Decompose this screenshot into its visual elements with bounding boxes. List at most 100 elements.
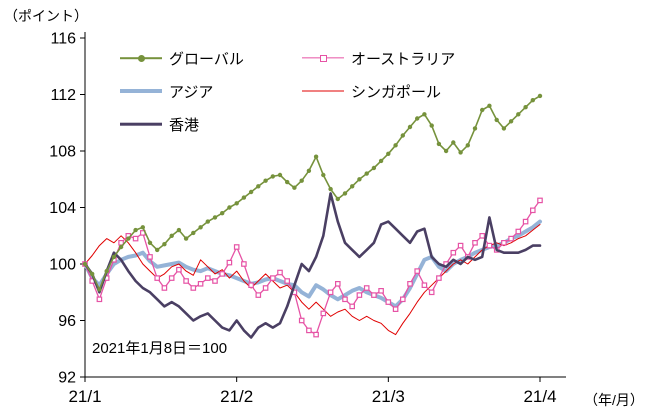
data-point [306, 168, 312, 173]
hongkong-line-icon [120, 118, 162, 130]
legend-item-singapore: シンガポール [302, 81, 512, 101]
data-point [220, 211, 225, 216]
data-point [407, 281, 413, 287]
legend-label-global: グローバル [169, 50, 244, 68]
data-point [472, 240, 478, 246]
y-axis-unit-label: （ポイント） [4, 8, 88, 24]
data-point [515, 228, 522, 235]
series-line-3 [84, 224, 541, 336]
data-point [393, 143, 398, 148]
data-point [537, 93, 543, 99]
data-point [219, 271, 226, 277]
series-line-0 [84, 95, 541, 291]
data-point [328, 186, 333, 192]
data-point [255, 292, 262, 298]
data-point [118, 244, 124, 250]
data-point [422, 112, 427, 117]
data-point [299, 178, 304, 183]
x-tick-label: 21/4 [523, 387, 556, 406]
data-point [133, 227, 138, 233]
legend-label-hongkong: 香港 [169, 116, 200, 134]
data-point [321, 172, 326, 178]
data-point [154, 275, 161, 281]
data-point [241, 261, 247, 267]
data-point [104, 268, 109, 274]
data-point [155, 247, 160, 253]
data-point [428, 289, 435, 296]
data-point [458, 150, 463, 155]
data-point [248, 189, 254, 195]
data-point [530, 98, 535, 103]
data-point [176, 227, 182, 233]
data-point [263, 178, 268, 183]
data-point [320, 310, 327, 317]
data-point [147, 254, 153, 260]
data-point [451, 140, 456, 145]
data-point [191, 230, 196, 236]
legend-item-global: グローバル [120, 48, 302, 68]
legend-label-australia: オーストラリア [351, 50, 456, 68]
data-point [522, 218, 529, 225]
data-point [132, 235, 139, 242]
data-point [234, 201, 239, 206]
data-point [516, 112, 521, 117]
data-point [190, 285, 197, 291]
data-point [313, 154, 319, 159]
data-point [97, 287, 102, 292]
data-point [407, 124, 413, 130]
data-point [205, 275, 211, 281]
series-line-4 [83, 192, 542, 339]
data-point [523, 105, 528, 110]
data-point [183, 278, 189, 284]
y-tick-label: 96 [58, 313, 76, 330]
data-point [270, 174, 275, 179]
data-point [140, 225, 145, 230]
data-point [198, 225, 203, 230]
data-point [494, 117, 499, 123]
data-point [277, 269, 283, 276]
data-point [436, 141, 442, 147]
data-point [414, 268, 421, 274]
x-axis-unit-label: （年/月） [584, 392, 644, 408]
data-point [508, 119, 514, 124]
data-point [501, 126, 507, 131]
baseline-note: 2021年1月8日＝100 [92, 340, 228, 357]
data-point [327, 289, 334, 296]
data-point [227, 205, 232, 210]
data-point [126, 236, 131, 241]
data-point [400, 133, 405, 138]
y-tick-label: 112 [50, 87, 76, 104]
global-line-icon [120, 52, 162, 64]
data-point [90, 271, 95, 277]
data-point [147, 240, 153, 245]
data-point [335, 281, 341, 287]
legend-item-hongkong: 香港 [120, 114, 302, 134]
legend-item-australia: オーストラリア [302, 48, 512, 68]
data-point [480, 107, 485, 113]
data-point [342, 296, 348, 303]
data-point [349, 303, 356, 310]
australia-line-icon [302, 52, 344, 64]
data-point [285, 179, 290, 185]
y-tick-label: 92 [58, 370, 76, 387]
data-point [457, 242, 464, 249]
data-point [357, 177, 362, 182]
data-point [233, 244, 240, 250]
data-point [436, 275, 442, 281]
data-point [298, 317, 305, 324]
data-point [277, 172, 283, 178]
legend-item-asia: アジア [120, 81, 302, 101]
data-point [501, 240, 507, 246]
data-point [378, 288, 384, 294]
y-tick-label: 104 [49, 200, 76, 217]
data-point [226, 259, 233, 266]
data-point [262, 285, 269, 291]
data-point [371, 292, 377, 298]
legend: グローバル オーストラリア アジア シンガポール 香港 [120, 48, 512, 134]
data-point [205, 219, 210, 224]
data-point [161, 285, 168, 291]
data-point [248, 282, 254, 289]
data-point [472, 126, 478, 131]
